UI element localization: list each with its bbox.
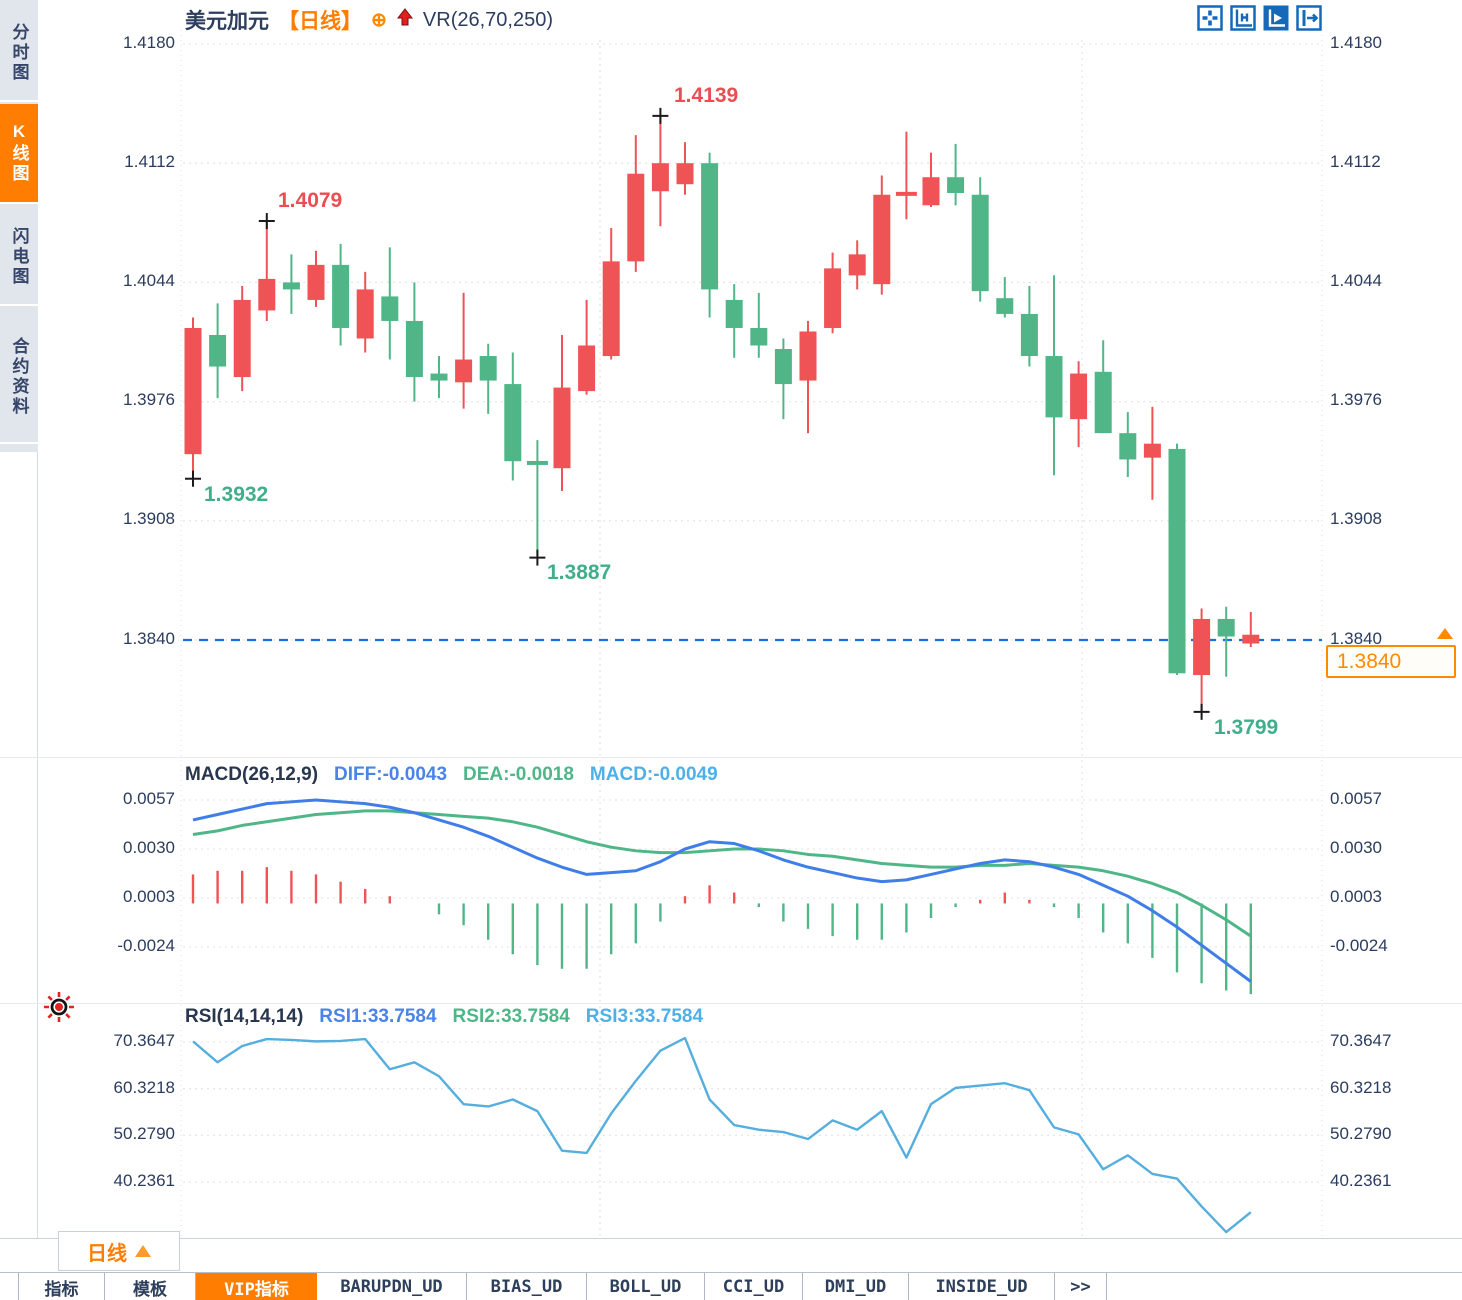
rsi-axis-label-right: 60.3218 [1330,1078,1392,1097]
macd-axis-label-right: -0.0024 [1330,936,1388,955]
vr-indicator-label: VR(26,70,250) [422,8,553,31]
panel-separator [0,1003,1462,1004]
pan-right-icon[interactable] [1296,5,1322,31]
macd-title: MACD(26,12,9) [185,764,319,785]
chart-header: 美元加元 【日线】 ⊕ VR(26,70,250) [185,5,553,35]
left-sidebar: 分时图 K线图 闪电图 合约资料 [0,0,38,1238]
add-overlay-icon[interactable]: ⊕ [371,9,387,31]
tab-bar-spacer [0,1273,19,1300]
sidebar-tab-kline[interactable]: K线图 [0,104,38,204]
macd-axis-label-left: 0.0003 [123,887,175,906]
low-mark-label: 1.3799 [1214,716,1279,739]
macd-axis-label-right: 0.0057 [1330,789,1382,808]
rsi-axis-label-left: 50.2790 [113,1124,175,1143]
rsi-header: RSI(14,14,14) RSI1:33.7584 RSI2:33.7584 … [185,1006,703,1028]
high-mark-label: 1.4079 [278,189,343,212]
low-mark-label: 1.3887 [547,561,612,584]
chart-toolbar [1197,5,1322,31]
price-axis-label-left: 1.4112 [124,152,175,171]
crosshair-move-icon[interactable] [1197,5,1223,31]
extreme-markers [185,107,1210,720]
rsi-axis-label-right: 50.2790 [1330,1124,1392,1143]
tab-barupdn-ud[interactable]: BARUPDN_UD [317,1273,467,1300]
macd-axis-label-right: 0.0030 [1330,838,1382,857]
main-chart-canvas[interactable] [0,0,1462,1240]
period-selector-label: 日线 [87,1242,127,1265]
macd-macd-value: MACD:-0.0049 [589,764,718,785]
price-axis-label-right: 1.3840 [1330,629,1382,648]
axis-scale-icon[interactable] [1230,5,1256,31]
price-tag-arrow-icon [1437,628,1453,639]
tab-vip-indicators[interactable]: VIP指标 [196,1273,317,1300]
macd-histogram [191,867,1253,995]
panel-separator [0,757,1462,758]
last-price-tag: 1.3840 [1326,645,1456,678]
candles-layer [184,115,1260,712]
period-selector[interactable]: 日线 [58,1231,180,1271]
price-axis-label-left: 1.4180 [123,33,175,52]
macd-dea-value: DEA:-0.0018 [463,764,574,785]
macd-axis-label-left: -0.0024 [117,936,175,955]
hot-indicator-sun-icon[interactable] [42,990,76,1024]
macd-diff-value: DIFF:-0.0043 [334,764,448,785]
tab-cci-ud[interactable]: CCI_UD [705,1273,803,1300]
price-axis-label-right: 1.3908 [1330,509,1382,528]
price-axis-label-left: 1.3908 [123,509,175,528]
high-mark-label: 1.4139 [674,84,739,107]
time-axis-row: 2025/11 2025/12 FX678 [0,1238,1462,1272]
macd-axis-label-right: 0.0003 [1330,887,1382,906]
sidebar-tab-timeline[interactable]: 分时图 [0,6,38,102]
price-axis-label-right: 1.4180 [1330,33,1382,52]
rsi-axis-label-right: 70.3647 [1330,1031,1392,1050]
triangle-up-icon [135,1245,151,1257]
tab-dmi-ud[interactable]: DMI_UD [803,1273,909,1300]
period-tag[interactable]: 【日线】 [278,10,362,33]
rsi-line [192,1036,1252,1234]
rsi1-value: RSI1:33.7584 [319,1006,437,1027]
symbol-title: 美元加元 [185,10,269,33]
rsi2-value: RSI2:33.7584 [452,1006,570,1027]
rsi-title: RSI(14,14,14) [185,1006,304,1027]
macd-axis-label-left: 0.0030 [123,838,175,857]
tab-templates[interactable]: 模板 [105,1273,196,1300]
sidebar-tab-flash[interactable]: 闪电图 [0,210,38,306]
tab-inside-ud[interactable]: INSIDE_UD [909,1273,1055,1300]
low-mark-label: 1.3932 [204,483,269,506]
price-axis-label-right: 1.3976 [1330,390,1382,409]
macd-diff-line [192,798,1252,983]
price-axis-label-left: 1.3840 [123,629,175,648]
tab-more[interactable]: >> [1055,1273,1107,1300]
tab-bias-ud[interactable]: BIAS_UD [467,1273,587,1300]
rsi3-value: RSI3:33.7584 [585,1006,704,1027]
macd-dea-line [192,809,1252,938]
macd-header: MACD(26,12,9) DIFF:-0.0043 DEA:-0.0018 M… [185,764,718,786]
rsi-axis-label-right: 40.2361 [1330,1171,1392,1190]
rsi-axis-label-left: 60.3218 [113,1078,175,1097]
tab-indicators[interactable]: 指标 [19,1273,105,1300]
sidebar-tab-contract-info[interactable]: 合约资料 [0,312,38,444]
macd-axis-label-left: 0.0057 [123,789,175,808]
tab-boll-ud[interactable]: BOLL_UD [587,1273,705,1300]
up-arrow-icon [396,8,414,32]
price-axis-label-right: 1.4044 [1330,271,1382,290]
price-axis-label-left: 1.3976 [123,390,175,409]
price-axis-label-left: 1.4044 [123,271,175,290]
axis-play-icon[interactable] [1263,5,1289,31]
rsi-axis-label-left: 40.2361 [113,1171,175,1190]
price-axis-label-right: 1.4112 [1330,152,1381,171]
indicator-tab-bar: 指标 模板 VIP指标 BARUPDN_UD BIAS_UD BOLL_UD C… [0,1272,1462,1300]
rsi-axis-label-left: 70.3647 [113,1031,175,1050]
